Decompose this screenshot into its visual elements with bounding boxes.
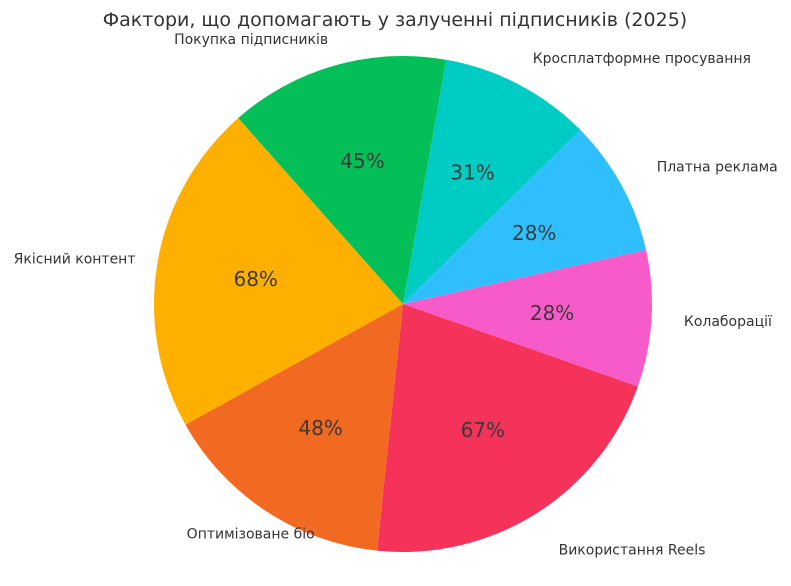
slice-percent-label: 28% xyxy=(512,221,556,245)
pie-slice xyxy=(376,304,638,552)
slice-category-label: Якісний контент xyxy=(14,251,136,267)
slice-category-label: Використання Reels xyxy=(559,542,706,558)
slice-category-label: Платна реклама xyxy=(657,159,778,175)
slice-category-label: Оптимізоване біо xyxy=(187,527,315,543)
pie-slice xyxy=(185,304,403,551)
pie-slice xyxy=(403,250,652,387)
slice-percent-label: 67% xyxy=(461,418,505,442)
pie-slice xyxy=(403,59,581,304)
category-labels: Кросплатформне просування Платна реклама К… xyxy=(14,32,778,558)
pie-slice xyxy=(153,118,403,425)
slice-percent-label: 48% xyxy=(298,416,342,440)
slice-category-label: Кросплатформне просування xyxy=(533,51,751,67)
slice-percent-label: 45% xyxy=(340,149,384,173)
slice-percent-label: 31% xyxy=(450,160,494,184)
pie-slices xyxy=(153,56,652,552)
slice-percent-label: 68% xyxy=(233,267,277,291)
slice-percent-label: 28% xyxy=(530,301,574,325)
slice-category-label: Колаборації xyxy=(684,314,772,330)
pie-slice xyxy=(238,56,447,305)
chart-title: Фактори, що допомагають у залученні підп… xyxy=(103,9,687,31)
pie-slice xyxy=(403,129,647,304)
slice-category-label: Покупка підписників xyxy=(174,32,328,48)
percent-labels: 31% 28% 28% 67% 48% 68% 45% xyxy=(233,149,574,442)
